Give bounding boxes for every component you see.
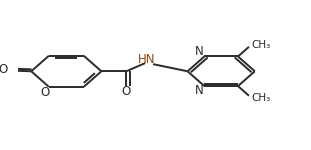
Text: N: N (195, 84, 204, 98)
Text: O: O (41, 86, 50, 99)
Text: O: O (122, 85, 131, 98)
Text: CH₃: CH₃ (251, 93, 271, 102)
Text: HN: HN (138, 53, 156, 66)
Text: N: N (195, 45, 204, 58)
Text: CH₃: CH₃ (251, 40, 271, 50)
Text: O: O (0, 63, 7, 76)
